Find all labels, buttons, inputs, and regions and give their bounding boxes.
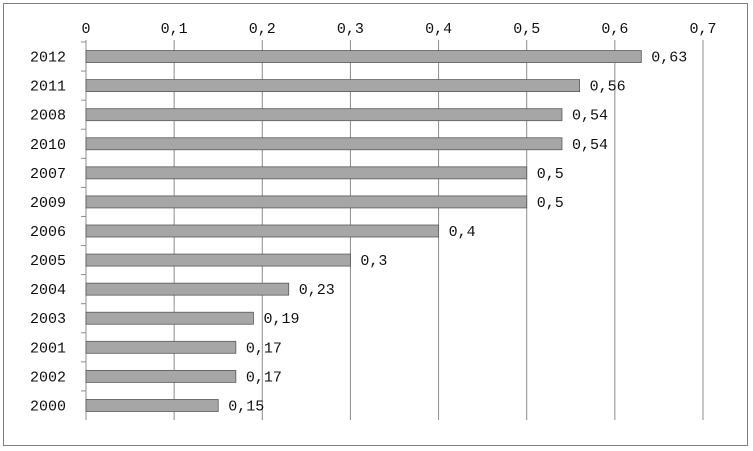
y-category-label: 2009 [30,195,66,212]
bar-2003 [85,311,254,325]
bars [85,50,642,412]
data-label: 0,54 [572,108,608,125]
data-label: 0,15 [228,398,264,415]
data-label: 0,17 [246,369,282,386]
data-label: 0,19 [263,311,299,328]
x-tick-label: 0,5 [513,21,540,38]
y-category-label: 2003 [30,311,66,328]
y-category-label: 2006 [30,224,66,241]
bar-2006 [85,224,439,238]
data-label: 0,4 [449,224,476,241]
bar-2004 [85,282,290,296]
bar-2007 [85,166,528,180]
data-label: 0,23 [299,282,335,299]
bar-2009 [85,195,528,209]
x-tick-label: 0,4 [425,21,452,38]
y-category-label: 2008 [30,108,66,125]
bar-2010 [85,137,563,151]
bar-2000 [85,399,219,412]
bar-2005 [85,253,351,267]
x-tick-label: 0,2 [249,21,276,38]
data-label: 0,17 [246,340,282,357]
data-label: 0,54 [572,137,608,154]
x-tick-label: 0,6 [601,21,628,38]
data-label: 0,56 [590,79,626,96]
bar-2011 [85,79,581,93]
data-label: 0,3 [360,253,387,270]
y-category-label: 2007 [30,166,66,183]
y-category-label: 2004 [30,282,66,299]
data-label: 0,63 [651,50,687,67]
bar-2002 [85,369,237,383]
y-category-label: 2002 [30,369,66,386]
data-label: 0,5 [537,195,564,212]
x-tick-label: 0,3 [337,21,364,38]
data-labels: 0,63 0,56 0,54 0,54 0,5 0,5 0,4 0,3 0,230,19 0,17… [228,50,687,416]
y-category-label: 2005 [30,253,66,270]
data-label: 0,5 [537,166,564,183]
y-category-label: 2010 [30,137,66,154]
x-axis-ticks: 0 0,1 0,2 0,3 0,4 0,5 0,6 0,7 [81,21,716,38]
bar-2008 [85,108,563,122]
bar-2012 [85,50,642,63]
y-axis-categories: 2012 2011 2008 2010 2007 2009 2006 2005 2004 2003… [30,50,66,416]
x-tick-label: 0 [81,21,90,38]
x-tick-label: 0,1 [161,21,188,38]
bar-2001 [85,340,237,354]
y-category-label: 2011 [30,79,66,96]
y-category-label: 2000 [30,398,66,415]
x-tick-label: 0,7 [689,21,716,38]
y-category-label: 2012 [30,50,66,67]
y-category-label: 2001 [30,340,66,357]
